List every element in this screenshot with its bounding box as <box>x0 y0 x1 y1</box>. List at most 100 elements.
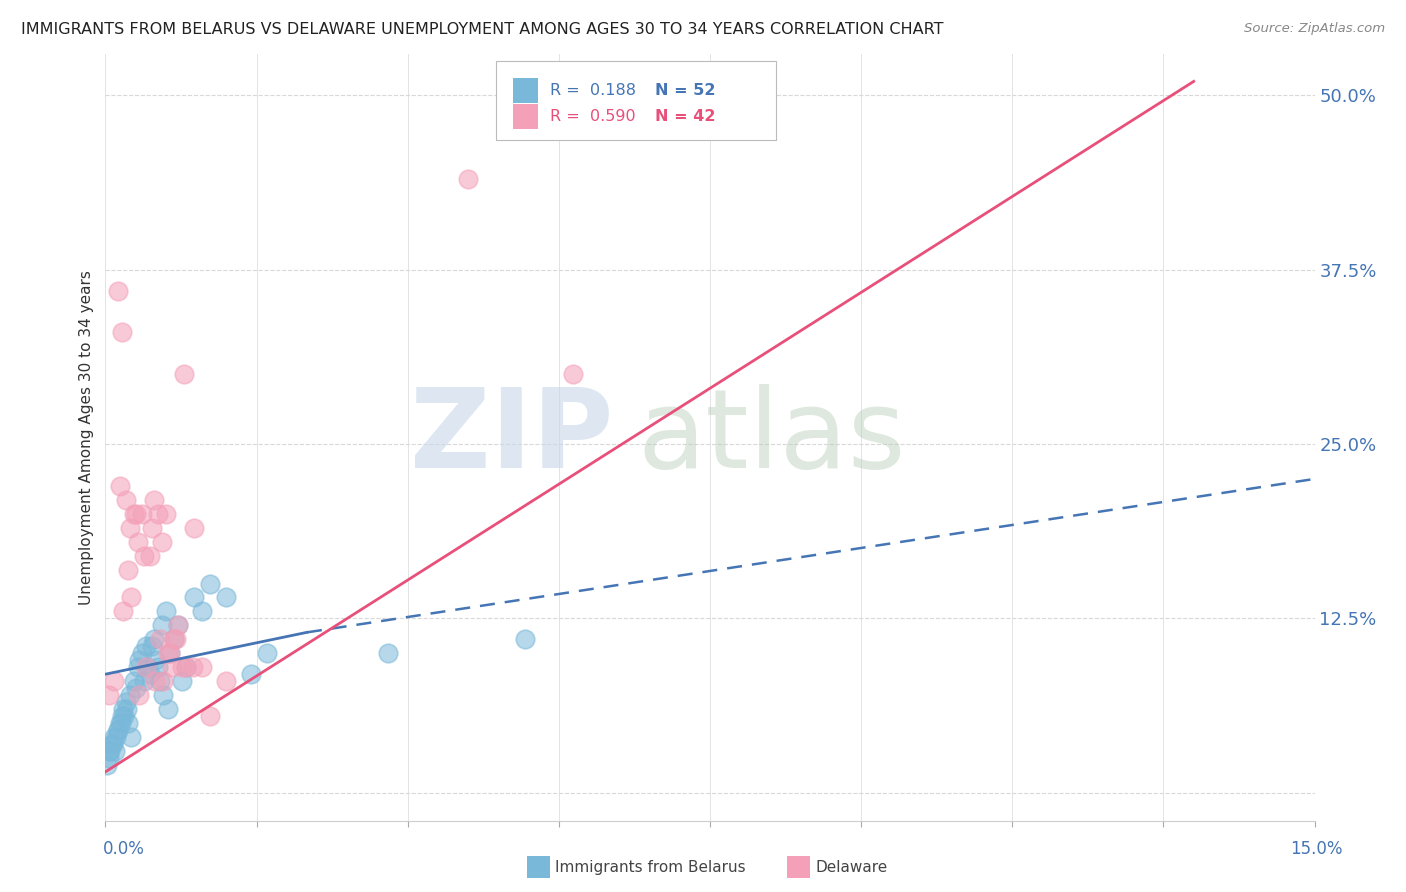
Point <box>562 368 585 382</box>
Point <box>155 604 177 618</box>
Point <box>134 549 156 563</box>
Point <box>174 660 197 674</box>
Point <box>152 688 174 702</box>
Point <box>167 618 190 632</box>
Text: ZIP: ZIP <box>411 384 613 491</box>
Text: N = 52: N = 52 <box>655 83 716 97</box>
Point <box>139 549 162 563</box>
Point <box>146 507 169 521</box>
Point <box>163 632 186 647</box>
Point <box>159 646 181 660</box>
Point <box>134 674 156 689</box>
Point <box>118 688 141 702</box>
Point <box>125 507 148 521</box>
Point <box>457 172 479 186</box>
Point <box>145 653 167 667</box>
Point <box>215 674 238 689</box>
Point <box>131 646 153 660</box>
Point <box>152 674 174 689</box>
Point <box>115 702 138 716</box>
Point <box>146 660 169 674</box>
Point <box>128 688 150 702</box>
Text: Immigrants from Belarus: Immigrants from Belarus <box>555 860 747 874</box>
Point <box>142 492 165 507</box>
Point <box>112 702 135 716</box>
Point <box>101 737 124 751</box>
Point <box>513 632 536 647</box>
Point <box>122 507 145 521</box>
Text: N = 42: N = 42 <box>655 110 716 124</box>
Point <box>141 640 163 654</box>
Text: Source: ZipAtlas.com: Source: ZipAtlas.com <box>1244 22 1385 36</box>
Point <box>114 695 136 709</box>
Point <box>191 660 214 674</box>
Point <box>150 618 173 632</box>
Point <box>107 284 129 298</box>
Point <box>118 521 141 535</box>
Point <box>131 507 153 521</box>
Point <box>108 479 131 493</box>
Text: R =  0.590: R = 0.590 <box>550 110 636 124</box>
Point <box>170 660 193 674</box>
Point <box>157 646 180 660</box>
Point <box>107 723 129 737</box>
Point <box>127 534 149 549</box>
Point <box>114 492 136 507</box>
Text: atlas: atlas <box>637 384 905 491</box>
Point <box>101 737 124 751</box>
Text: IMMIGRANTS FROM BELARUS VS DELAWARE UNEMPLOYMENT AMONG AGES 30 TO 34 YEARS CORRE: IMMIGRANTS FROM BELARUS VS DELAWARE UNEM… <box>21 22 943 37</box>
Point <box>165 632 187 647</box>
Point <box>135 640 157 654</box>
Point <box>128 653 150 667</box>
Point <box>174 660 197 674</box>
Point <box>377 646 399 660</box>
Point <box>135 660 157 674</box>
Point <box>160 660 183 674</box>
Point <box>122 674 145 689</box>
Point <box>104 730 127 744</box>
Point <box>104 744 127 758</box>
Point <box>117 716 139 731</box>
Point <box>117 563 139 577</box>
Point <box>103 730 125 744</box>
Point <box>110 716 132 731</box>
Y-axis label: Unemployment Among Ages 30 to 34 years: Unemployment Among Ages 30 to 34 years <box>79 269 94 605</box>
Point <box>112 709 135 723</box>
Point <box>150 534 173 549</box>
Text: Delaware: Delaware <box>815 860 887 874</box>
Point <box>107 723 129 737</box>
Point <box>98 744 121 758</box>
Point <box>108 716 131 731</box>
Point <box>191 604 214 618</box>
Point <box>110 326 132 340</box>
Text: R =  0.188: R = 0.188 <box>550 83 636 97</box>
Point <box>155 507 177 521</box>
Text: 0.0%: 0.0% <box>103 840 145 858</box>
Point <box>170 674 193 689</box>
Point <box>200 576 222 591</box>
Point <box>112 604 135 618</box>
Point <box>142 632 165 647</box>
Point <box>215 591 238 605</box>
Point <box>97 751 120 765</box>
Point <box>98 688 121 702</box>
Point <box>200 709 222 723</box>
Point <box>139 667 162 681</box>
Point <box>149 674 172 689</box>
Point <box>120 591 142 605</box>
Point <box>183 591 205 605</box>
Point <box>127 660 149 674</box>
Point <box>239 667 262 681</box>
Point <box>98 744 121 758</box>
Point <box>120 730 142 744</box>
Point <box>159 646 181 660</box>
Point <box>110 709 132 723</box>
Point <box>145 674 167 689</box>
Point <box>167 618 190 632</box>
Point <box>183 521 205 535</box>
Point <box>149 632 172 647</box>
Point <box>136 660 159 674</box>
Point <box>256 646 278 660</box>
Point <box>163 632 186 647</box>
Point <box>173 368 195 382</box>
